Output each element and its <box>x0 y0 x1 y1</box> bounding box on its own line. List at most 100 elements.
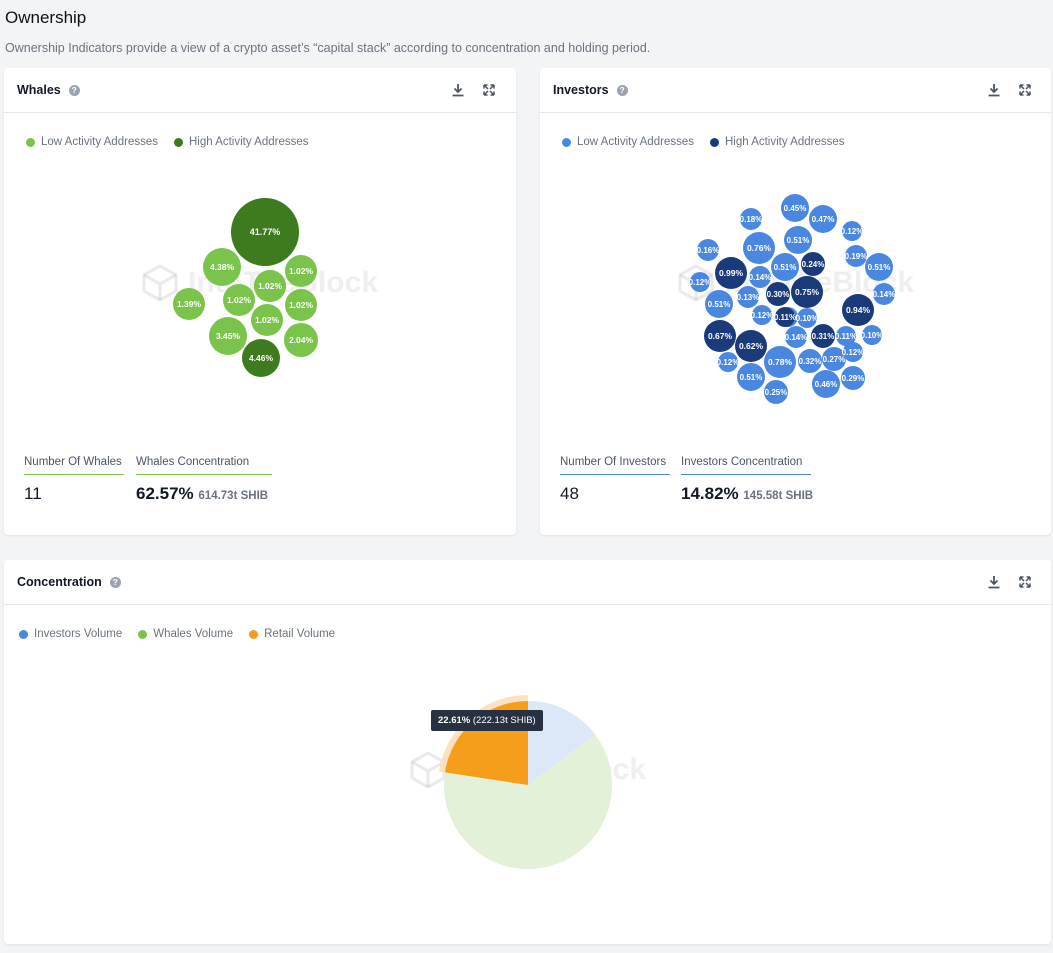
investors-conc-amount: 145.58t SHIB <box>743 490 814 502</box>
legend-dot <box>709 137 719 147</box>
bubble[interactable] <box>242 339 280 377</box>
bubble[interactable] <box>766 282 790 306</box>
investors-conc-value-row: 14.82% 145.58t SHIB <box>681 484 813 504</box>
legend-item-high-activity[interactable]: High Activity Addresses <box>709 136 845 148</box>
whales-count-value: 11 <box>24 484 42 503</box>
bubble[interactable] <box>752 305 772 325</box>
investors-count-label: Number Of Investors <box>560 456 670 475</box>
expand-icon[interactable] <box>1017 82 1033 98</box>
legend-item-investors-volume[interactable]: Investors Volume <box>19 628 122 640</box>
bubble-label: 0.25% <box>765 388 788 397</box>
bubble[interactable] <box>173 288 205 320</box>
bubble[interactable] <box>785 326 807 348</box>
bubble[interactable] <box>251 304 283 336</box>
bubble[interactable] <box>203 248 241 286</box>
bubble[interactable] <box>697 239 719 261</box>
whales-conc-value: 62.57% <box>136 484 194 503</box>
download-icon[interactable] <box>986 82 1002 98</box>
legend-label: High Activity Addresses <box>188 136 309 148</box>
expand-icon[interactable] <box>1017 574 1033 590</box>
bubble[interactable] <box>284 323 318 357</box>
bubble[interactable] <box>841 366 865 390</box>
legend-label: Retail Volume <box>264 628 336 640</box>
bubble[interactable] <box>865 253 893 281</box>
bubble[interactable] <box>737 286 759 308</box>
bubble-label: 0.51% <box>787 236 810 245</box>
bubble[interactable] <box>740 208 762 230</box>
help-icon[interactable]: ? <box>616 84 628 96</box>
bubble-label: 0.67% <box>708 331 733 341</box>
legend-label: Investors Volume <box>34 628 123 640</box>
bubble[interactable] <box>735 330 767 362</box>
bubble-label: 0.27% <box>823 355 846 364</box>
bubble[interactable] <box>862 325 882 345</box>
bubble[interactable] <box>223 284 255 316</box>
bubble-label: 0.76% <box>747 243 772 253</box>
legend-dot <box>562 137 571 147</box>
bubble[interactable] <box>715 257 747 289</box>
bubble[interactable] <box>718 352 738 372</box>
bubble[interactable] <box>843 342 863 362</box>
bubble[interactable] <box>749 266 771 288</box>
legend-item-whales-volume[interactable]: Whales Volume <box>138 628 233 640</box>
bubble-label: 1.02% <box>255 315 280 325</box>
bubble[interactable] <box>797 308 817 328</box>
bubble-label: 0.31% <box>812 332 835 341</box>
bubble[interactable] <box>809 205 837 233</box>
bubble[interactable] <box>764 346 796 378</box>
pie-slice[interactable] <box>444 734 612 869</box>
bubble[interactable] <box>811 324 835 348</box>
bubble-label: 0.51% <box>774 263 797 272</box>
bubble[interactable] <box>798 349 822 373</box>
bubble[interactable] <box>845 245 867 267</box>
legend-dot <box>26 137 35 147</box>
bubble[interactable] <box>705 290 733 318</box>
bubble[interactable] <box>842 221 862 241</box>
download-icon[interactable] <box>986 574 1002 590</box>
legend-item-retail-volume[interactable]: Retail Volume <box>249 628 335 640</box>
bubble[interactable] <box>704 320 736 352</box>
pie-slice[interactable] <box>528 701 596 785</box>
help-icon[interactable]: ? <box>109 576 121 588</box>
bubble[interactable] <box>737 363 765 391</box>
bubble-label: 1.02% <box>227 295 252 305</box>
bubble[interactable] <box>791 276 823 308</box>
download-icon[interactable] <box>450 82 466 98</box>
legend-item-low-activity[interactable]: Low Activity Addresses <box>26 136 158 148</box>
concentration-pie-chart <box>439 695 612 869</box>
bubble[interactable] <box>254 270 286 302</box>
bubble[interactable] <box>842 294 874 326</box>
bubble[interactable] <box>873 283 895 305</box>
bubble-label: 0.12% <box>751 311 774 320</box>
bubble[interactable] <box>743 232 775 264</box>
bubble-label: 0.19% <box>845 252 868 261</box>
bubble[interactable] <box>285 255 317 287</box>
bubble-label: 0.30% <box>767 290 790 299</box>
bubble-label: 1.02% <box>289 300 314 310</box>
bubble[interactable] <box>775 307 795 327</box>
bubble[interactable] <box>784 226 812 254</box>
bubble[interactable] <box>812 370 840 398</box>
investors-card: Investors ? Low Activity Addresses High … <box>540 68 1051 535</box>
bubble[interactable] <box>771 253 799 281</box>
bubble[interactable] <box>801 252 825 276</box>
bubble[interactable] <box>764 380 788 404</box>
legend-item-high-activity[interactable]: High Activity Addresses <box>173 136 309 148</box>
whales-conc-value-row: 62.57% 614.73t SHIB <box>136 484 272 504</box>
bubble[interactable] <box>209 317 247 355</box>
legend-label: High Activity Addresses <box>724 136 845 148</box>
investors-legend: Low Activity Addresses High Activity Add… <box>562 136 845 148</box>
whales-concentration-stat: Whales Concentration 62.57% 614.73t SHIB <box>136 456 272 504</box>
whales-bubble-chart: 4.38%1.02%1.39%1.02%1.02%1.02%1.02%3.45%… <box>173 198 318 377</box>
bubble[interactable] <box>822 347 846 371</box>
legend-item-low-activity[interactable]: Low Activity Addresses <box>562 136 694 148</box>
bubble[interactable] <box>836 326 856 346</box>
bubble[interactable] <box>690 272 710 292</box>
bubble[interactable] <box>285 289 317 321</box>
bubble[interactable] <box>231 198 299 266</box>
help-icon[interactable]: ? <box>68 84 80 96</box>
bubble-label: 0.10% <box>796 314 819 323</box>
expand-icon[interactable] <box>481 82 497 98</box>
bubble-label: 0.14% <box>749 273 772 282</box>
bubble[interactable] <box>781 194 809 222</box>
